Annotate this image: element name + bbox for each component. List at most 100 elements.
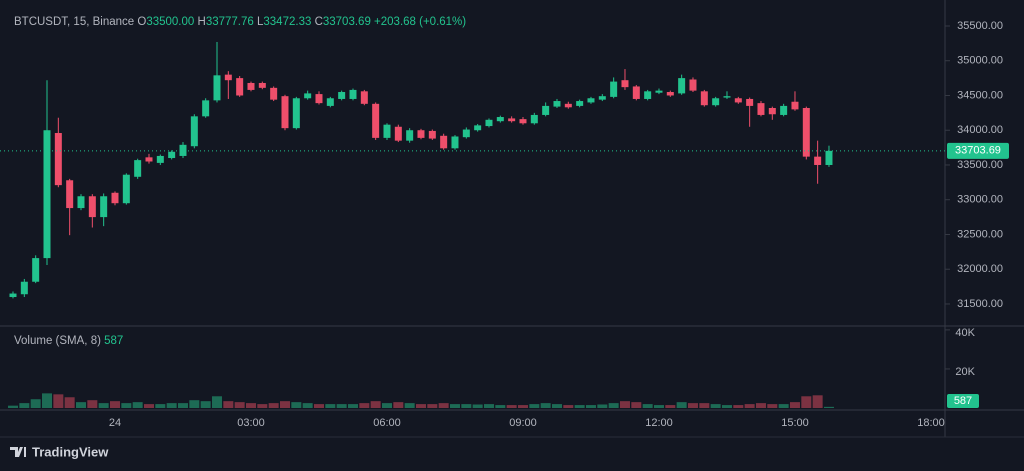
candle-body [496, 117, 504, 122]
candle [247, 81, 255, 92]
candle [224, 71, 232, 99]
candle-body [689, 79, 697, 91]
candle-body [202, 100, 210, 117]
candle-body [100, 196, 108, 218]
candle-body [700, 91, 708, 106]
y-tick-label: 34000.00 [957, 124, 1003, 136]
candle [360, 89, 368, 106]
candle-body [678, 78, 686, 94]
candle-body [383, 124, 391, 138]
y-tick-label: 32000.00 [957, 263, 1003, 275]
x-tick-label: 18:00 [917, 417, 945, 429]
candle-body [43, 130, 51, 259]
candle-body [621, 80, 629, 88]
volume-bar [325, 404, 336, 408]
symbol: BTCUSDT, 15, Binance [14, 16, 134, 28]
candle-body [258, 82, 266, 88]
volume-bar [268, 403, 279, 408]
volume-bar [313, 404, 324, 408]
low-label: L [257, 16, 264, 28]
volume-bar [279, 401, 290, 408]
candle [632, 85, 640, 101]
candle [553, 98, 561, 108]
candle [326, 96, 334, 108]
candle [485, 118, 493, 128]
volume-bar [676, 402, 687, 408]
volume-bar [529, 404, 540, 408]
candle-body [576, 101, 584, 106]
volume-bar [415, 404, 426, 408]
candle [542, 102, 550, 117]
volume-bar [721, 405, 732, 408]
x-tick-label: 24 [109, 417, 121, 429]
volume-title: Volume (SMA, 8) [14, 335, 101, 347]
candle-body [168, 151, 176, 159]
candle-body [768, 107, 776, 115]
volume-legend: Volume (SMA, 8) 587 [14, 335, 123, 347]
candle-body [440, 135, 448, 149]
volume-bar [517, 405, 528, 408]
volume-bar [53, 394, 64, 408]
candle [564, 101, 572, 109]
volume-bar [755, 403, 766, 408]
candle [111, 191, 119, 206]
candle [258, 81, 266, 90]
last-price-badge [947, 142, 1009, 159]
volume-bar [472, 404, 483, 408]
candle [723, 91, 731, 99]
open-label: O [137, 16, 146, 28]
volume-bar [778, 404, 789, 408]
volume-bar [540, 403, 551, 408]
candle [519, 117, 527, 125]
y-tick-label: 33500.00 [957, 159, 1003, 171]
candle-body [247, 82, 255, 90]
candle [134, 158, 142, 179]
candle-body [598, 96, 606, 100]
last-price-label: 33703.69 [955, 145, 1001, 157]
x-tick-label: 03:00 [237, 417, 265, 429]
volume-bar [461, 404, 472, 408]
candle-body [485, 119, 493, 127]
candle [213, 41, 221, 103]
candle-body [20, 281, 28, 295]
candle [292, 96, 300, 130]
brand-logo: TradingView [10, 444, 109, 459]
candle [338, 90, 346, 101]
candle [780, 103, 788, 117]
candle-body [780, 105, 788, 115]
volume-bar [30, 399, 41, 408]
candle-body [428, 130, 436, 139]
y-tick-label: 31500.00 [957, 298, 1003, 310]
candle [190, 114, 198, 149]
volume-bar [381, 403, 392, 408]
volume-bar [234, 402, 245, 408]
volume-bar [211, 396, 222, 408]
volume-bar [699, 403, 710, 408]
candle-body [791, 101, 799, 110]
volume-bar [64, 397, 75, 408]
candle [156, 154, 164, 165]
candle-body [32, 258, 40, 282]
candle [315, 91, 323, 105]
volume-bar [166, 403, 177, 408]
candle-body [553, 101, 561, 107]
volume-bar [551, 404, 562, 408]
candle-body [587, 98, 595, 103]
volume-bar [75, 402, 86, 408]
candle-body [644, 91, 652, 99]
candle [587, 96, 595, 104]
candle-body [530, 114, 538, 124]
candle [576, 99, 584, 108]
last-volume-badge [947, 394, 979, 408]
candle [508, 116, 516, 123]
volume-bar [789, 402, 800, 408]
candle-body [66, 180, 74, 209]
candle-body [462, 129, 470, 138]
candle [32, 255, 40, 284]
y-tick-label: 35000.00 [957, 55, 1003, 67]
x-tick-label: 15:00 [781, 417, 809, 429]
y-tick-label: 32500.00 [957, 228, 1003, 240]
candle [394, 124, 402, 143]
